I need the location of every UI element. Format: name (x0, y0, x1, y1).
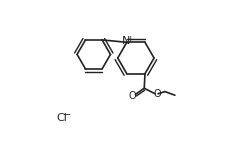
Text: +: + (126, 35, 134, 44)
Text: N: N (122, 36, 130, 46)
Text: O: O (128, 91, 136, 100)
Text: −: − (63, 110, 72, 120)
Text: Cl: Cl (56, 113, 67, 123)
Text: O: O (154, 89, 162, 99)
